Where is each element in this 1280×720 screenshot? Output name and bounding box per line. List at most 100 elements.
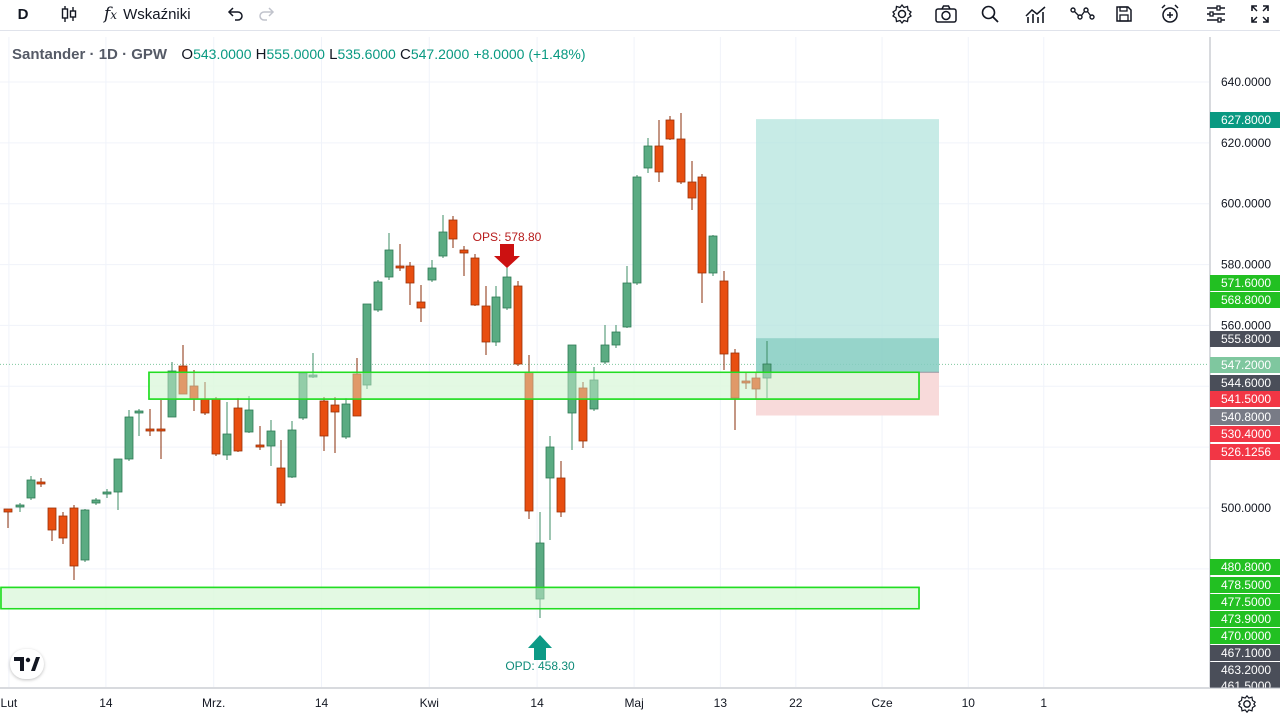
candle <box>134 409 144 436</box>
candle-body <box>600 344 610 363</box>
time-tick-label: 14 <box>315 696 329 710</box>
price-label-bg <box>1210 426 1280 442</box>
price-label-bg <box>1210 391 1280 407</box>
time-axis-bg <box>0 688 1280 720</box>
high-value: 555.0000 <box>266 46 325 62</box>
candle-body <box>632 176 642 284</box>
price-tick-label: 600.0000 <box>1221 197 1271 211</box>
price-label: 530.4000 <box>1210 426 1280 442</box>
candle <box>502 266 512 310</box>
price-label-bg <box>1210 292 1280 308</box>
camera-icon[interactable] <box>933 3 959 25</box>
candle-body <box>156 428 166 432</box>
sliders-icon[interactable] <box>1204 3 1228 25</box>
symbol-exchange: GPW <box>131 46 168 63</box>
candle <box>600 325 610 364</box>
candle-body <box>416 301 426 309</box>
long-position-tool <box>756 119 939 416</box>
candle <box>255 426 265 450</box>
candle <box>211 397 221 456</box>
price-label: 467.1000 <box>1210 645 1280 661</box>
candle-body <box>222 433 232 456</box>
price-tick-label: 580.0000 <box>1221 258 1271 272</box>
candle-body <box>502 276 512 309</box>
candle-body <box>373 281 383 311</box>
ops-marker-label: OPS: 578.80 <box>473 230 542 244</box>
opd-marker-label: OPD: 458.30 <box>505 659 575 673</box>
candle <box>167 362 177 418</box>
candle-body <box>654 145 664 173</box>
candle-body <box>730 352 740 399</box>
candle-body <box>3 508 13 513</box>
candle-body <box>145 428 155 432</box>
price-label-text: 568.8000 <box>1221 293 1271 307</box>
candle-body <box>134 410 144 414</box>
candle <box>622 266 632 328</box>
time-tick-label: 22 <box>789 696 803 710</box>
indicators-label: Wskaźniki <box>123 5 191 23</box>
candle-body <box>427 267 437 281</box>
candle-body <box>102 491 112 495</box>
candle-body <box>211 398 221 455</box>
save-icon[interactable] <box>1113 3 1135 25</box>
candle <box>708 235 718 276</box>
candle <box>556 461 566 517</box>
indicators-button[interactable]: fx Wskaźniki <box>104 3 214 25</box>
candle <box>330 397 340 453</box>
candle <box>481 286 491 355</box>
redo-icon[interactable] <box>257 3 277 25</box>
fullscreen-icon[interactable] <box>1248 3 1272 25</box>
fx-icon: fx <box>104 4 118 24</box>
interval-button[interactable]: D <box>17 5 29 23</box>
undo-icon[interactable] <box>225 3 245 25</box>
candle <box>611 325 621 348</box>
candle <box>113 458 123 510</box>
price-tick-label: 500.0000 <box>1221 501 1271 515</box>
price-label-bg <box>1210 357 1280 373</box>
price-label-text: 463.2000 <box>1221 663 1271 677</box>
candle-body <box>448 219 458 240</box>
candle-body <box>545 446 555 479</box>
price-label: 480.8000 <box>1210 559 1280 575</box>
price-label: 555.8000 <box>1210 331 1280 347</box>
alerts-network-icon[interactable] <box>1068 3 1096 25</box>
settings-icon[interactable] <box>890 3 914 25</box>
candle <box>632 175 642 285</box>
candle-body <box>762 363 772 379</box>
price-label-text: 480.8000 <box>1221 560 1271 574</box>
symbol-legend[interactable]: Santander · 1D · GPW O543.0000 H555.0000… <box>12 46 586 63</box>
candle <box>308 353 318 378</box>
candle-body <box>676 138 686 183</box>
candle <box>459 246 469 276</box>
candle <box>91 498 101 505</box>
candle <box>178 345 188 395</box>
price-axis: 640.0000 620.0000 600.0000 580.0000 560.0000… <box>1209 37 1280 694</box>
low-label: L <box>329 46 338 63</box>
candle <box>741 372 751 389</box>
price-label-text: 571.6000 <box>1221 276 1271 290</box>
price-label-bg <box>1210 577 1280 593</box>
candle <box>266 420 276 466</box>
support-zone-lower-overlay <box>0 586 920 610</box>
candle <box>405 262 415 305</box>
candle <box>654 120 664 182</box>
time-tick-label: 14 <box>530 696 544 710</box>
candle <box>567 344 577 450</box>
high-label: H <box>255 46 267 63</box>
candle <box>69 505 79 580</box>
time-tick-label: 1 <box>1040 696 1047 710</box>
search-icon[interactable] <box>978 3 1002 25</box>
candle-body <box>708 235 718 274</box>
price-label: 544.6000 <box>1210 375 1280 391</box>
candle-body <box>91 499 101 504</box>
alarm-icon[interactable] <box>1157 3 1183 25</box>
down-arrow-icon <box>494 244 520 268</box>
candle <box>58 512 68 544</box>
candle-body <box>405 265 415 284</box>
candle-body <box>481 305 491 343</box>
tradingview-logo[interactable] <box>10 649 44 679</box>
candles-icon[interactable] <box>57 3 81 25</box>
chart-settings-icon[interactable] <box>1236 693 1258 715</box>
chart-compare-icon[interactable] <box>1023 3 1049 25</box>
